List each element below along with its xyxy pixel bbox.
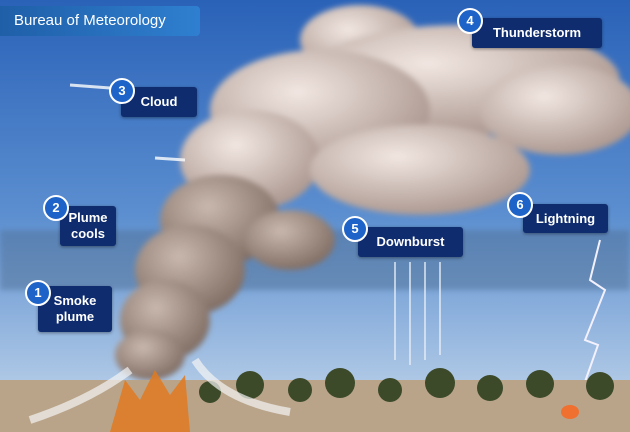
infographic: Bureau of Meteorology Smoke plume1Plume …	[0, 0, 630, 432]
step-label: Downburst	[358, 227, 463, 257]
step-number: 3	[109, 78, 135, 104]
step-label: Plume cools	[60, 206, 116, 246]
header-title: Bureau of Meteorology	[0, 6, 200, 36]
step-number: 4	[457, 8, 483, 34]
step-label: Thunderstorm	[472, 18, 602, 48]
step-number: 2	[43, 195, 69, 221]
step-number: 1	[25, 280, 51, 306]
step-label: Lightning	[523, 204, 608, 233]
step-number: 6	[507, 192, 533, 218]
step-number: 5	[342, 216, 368, 242]
